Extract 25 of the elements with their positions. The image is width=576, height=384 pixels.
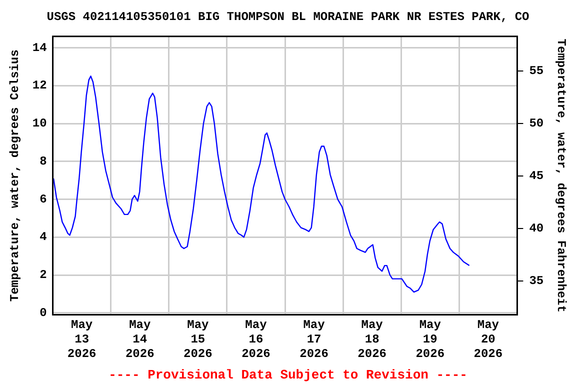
x-tick-label: May 19 2026	[416, 318, 445, 361]
y2-tick-label: 40	[529, 222, 544, 236]
y2-tick-label: 35	[529, 274, 544, 288]
y-tick-label: 8	[40, 154, 47, 168]
chart-title: USGS 402114105350101 BIG THOMPSON BL MORAINE PARK NR ESTES PARK, CO	[46, 10, 530, 24]
y-tick-label: 10	[32, 116, 47, 131]
y-axis-title: Temperature, water, degrees Celsius	[8, 50, 22, 302]
x-tick-label: May 16 2026	[242, 318, 270, 361]
y-tick-label: 6	[40, 192, 47, 206]
x-tick-label: May 18 2026	[358, 318, 386, 361]
y2-tick-label: 45	[529, 169, 544, 184]
x-tick-label: May 17 2026	[300, 318, 328, 361]
y-tick-label: 14	[32, 40, 47, 55]
x-tick-label: May 20 2026	[474, 318, 503, 361]
x-tick-label: May 14 2026	[125, 318, 154, 361]
y2-tick-label: 55	[529, 64, 544, 78]
y-tick-label: 2	[40, 268, 47, 282]
x-tick-label: May 15 2026	[184, 318, 212, 361]
x-tick-label: May 13 2026	[67, 318, 96, 361]
y-tick-label: 0	[40, 306, 47, 320]
y-tick-label: 12	[32, 78, 47, 93]
y2-tick-label: 50	[529, 116, 544, 131]
y2-axis-title: Temperature, water, degrees Fahrenheit	[554, 38, 568, 312]
y-tick-label: 4	[40, 230, 47, 244]
text: ---- Provisional Data Subject to Revision ----	[108, 367, 468, 382]
